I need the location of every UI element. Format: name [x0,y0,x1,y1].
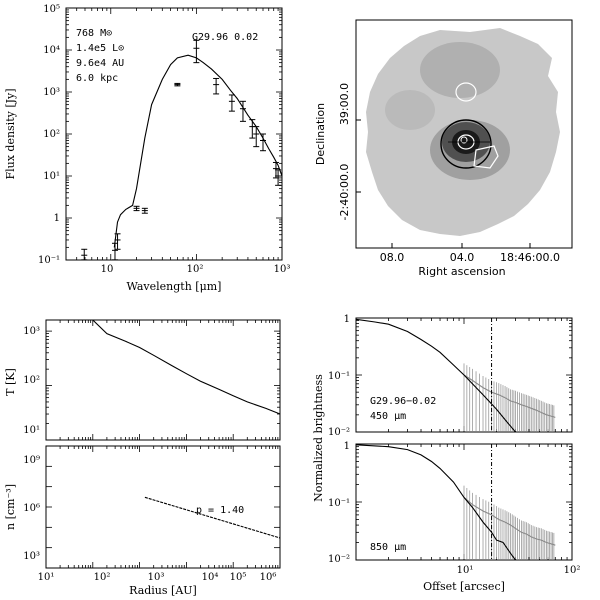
map-ytick: 39:00.0 [338,83,351,125]
sed-x-axis-label: Wavelength [μm] [127,280,222,293]
density-xtick: 10¹ [38,572,55,583]
density-ytick: 10⁹ [23,455,40,466]
sed-ytick: 10¹ [43,171,60,182]
density-frame [45,445,281,569]
temperature-y-axis-label: T [K] [4,368,17,396]
profile-450-observed-curve [463,374,556,418]
profile-850-model-curve [355,444,516,561]
temperature-frame [45,319,281,441]
sed-xtick: 10 [101,264,114,275]
profile-850-x-axis-label: Offset [arcsec] [423,580,505,593]
map-dark-patch [420,42,500,98]
map-contour [473,145,499,169]
profile-850-wave-label: 850 μm [370,542,406,553]
density-panel: 10³ 10⁶ 10⁹ 10¹ 10² 10³ 10⁴ 10⁵ 10⁶ Radi… [4,445,281,597]
sed-xtick: 10² [187,264,204,275]
sed-ytick: 10⁻¹ [38,255,60,266]
sed-model-curve [113,54,283,248]
sed-panel: 10 10² 10³ 10⁻¹ 1 10¹ 10² 10³ 10⁴ 10⁵ Wa… [4,4,290,293]
density-slope-label: p = 1.40 [196,505,244,516]
profile-450-ytick: 10⁻¹ [328,371,350,382]
map-ytick: -2:40:00.0 [338,164,351,221]
map-contour [455,82,477,102]
map-image [366,28,560,236]
profile-850-ytick: 10⁻¹ [328,498,350,509]
profile-850-panel: 10⁻² 10⁻¹ 1 10¹ 10² Offset [arcsec] Norm… [312,374,580,593]
map-contour [440,119,492,169]
density-xtick: 10² [94,572,111,583]
sed-source-label: G29.96 0.02 [192,32,258,43]
sed-ytick: 10⁴ [43,45,60,56]
profile-450-ytick: 10⁻² [328,427,350,438]
sed-y-axis-label: Flux density [Jy] [4,88,17,179]
profile-850-ytick: 10⁻² [328,554,350,565]
temperature-ytick: 10¹ [23,425,40,436]
sed-ytick: 1 [54,213,60,224]
density-xtick: 10⁵ [230,572,247,583]
map-xtick: 18:46:00.0 [500,251,560,264]
map-x-axis-label: Right ascension [418,265,505,278]
profile-450-panel: 10⁻² 10⁻¹ 1 G29.96−0.02 450 μm [328,314,573,438]
density-ytick: 10³ [23,551,40,562]
profile-850-observed-curve [463,496,556,546]
profile-450-model-curve [355,318,516,433]
sed-ytick: 10² [43,129,60,140]
map-panel: 08.0 04.0 18:46:00.0 Right ascension -2:… [314,19,573,278]
profile-450-source-label: G29.96−0.02 [370,396,436,407]
density-curve [144,496,281,539]
temperature-panel: 10¹ 10² 10³ T [K] [4,319,281,441]
sed-radius-label: 9.6e4 AU [76,58,124,69]
sed-luminosity-label: 1.4e5 L⊙ [76,43,124,54]
map-dark-patch [385,90,435,130]
sed-ytick: 10³ [43,87,60,98]
profile-450-ytick: 1 [344,314,350,325]
sed-mass-label: 768 M⊙ [76,28,112,39]
density-y-axis-label: n [cm⁻³] [4,484,17,530]
temperature-ytick: 10³ [23,326,40,337]
profile-450-wave-label: 450 μm [370,411,406,422]
temperature-ytick: 10² [23,375,40,386]
density-xtick: 10⁴ [202,572,219,583]
profile-850-ytick: 1 [344,441,350,452]
density-xtick: 10⁶ [260,572,277,583]
density-ytick: 10⁶ [23,503,40,514]
temperature-curve [92,319,281,415]
map-xtick: 04.0 [450,251,475,264]
profile-y-axis-label: Normalized brightness [312,374,325,502]
density-x-axis-label: Radius [AU] [129,584,197,597]
profile-850-xtick: 10² [564,565,581,576]
map-y-axis-label: Declination [314,103,327,165]
map-xtick: 08.0 [380,251,405,264]
sed-distance-label: 6.0 kpc [76,73,118,84]
sed-ytick: 10⁵ [43,4,60,15]
sed-xtick: 10³ [274,264,291,275]
density-xtick: 10³ [148,572,165,583]
map-contour [460,136,468,144]
profile-850-xtick: 10¹ [457,565,474,576]
